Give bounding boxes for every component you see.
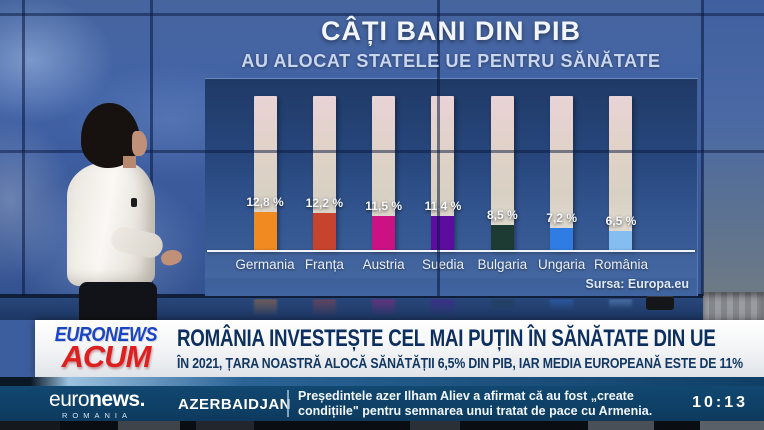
bar-reflections-layer (205, 299, 697, 320)
chart-title-block: CÂȚI BANI DIN PIB AU ALOCAT STATELE UE P… (205, 16, 697, 72)
bar-reflection (550, 299, 574, 310)
floor-reflection-patch (588, 421, 654, 430)
bar-column (253, 96, 277, 250)
bar-column (550, 96, 574, 250)
bar-fill-bulgaria (490, 224, 514, 250)
banner-divider-strip (0, 377, 764, 386)
bar-germania: 12,8 % (246, 96, 284, 250)
bar-column (312, 96, 336, 250)
chart-title: CÂȚI BANI DIN PIB (321, 16, 581, 46)
wall-seam-vertical (437, 0, 440, 296)
logo-wordmark: euronews. (22, 389, 172, 410)
bar-value-label: 12,8 % (246, 194, 284, 209)
chart-subtitle: AU ALOCAT STATELE UE PENTRU SĂNĂTATE (241, 51, 661, 71)
bar-ungaria: 7,2 % (546, 96, 577, 250)
euronews-romania-logo: euronews. ROMANIA (22, 389, 172, 420)
bar-reflection (372, 299, 396, 317)
bar-value-label: 7,2 % (546, 211, 577, 226)
bar-fill-austria (372, 215, 396, 250)
floor-reflection-patch (700, 421, 764, 430)
category-label-bulgaria: Bulgaria (477, 257, 528, 272)
lower-third-banner: EURONEWS ACUM ROMÂNIA INVESTEȘTE CEL MAI… (35, 320, 764, 377)
bar-românia: 6,5 % (606, 96, 636, 250)
ticker-separator (287, 390, 289, 417)
subheadline-text: ÎN 2021, ȚARA NOASTRĂ ALOCĂ SĂNĂTĂȚII 6,… (177, 355, 743, 372)
bar-reflection (490, 299, 514, 312)
category-label-suedia: Suedia (421, 257, 464, 272)
floor-reflection-patch (196, 421, 254, 430)
bar-reflection (609, 299, 633, 309)
bar-suedia: 11,4 % (425, 96, 461, 250)
logo-news: news. (89, 388, 145, 411)
presenter-hand (159, 247, 184, 268)
category-label-austria: Austria (362, 257, 405, 272)
news-presenter (55, 98, 185, 320)
ticker-category: AZERBAIDJAN (178, 396, 292, 413)
headline-block: ROMÂNIA INVESTEȘTE CEL MAI PUȚIN ÎN SĂNĂ… (177, 324, 764, 373)
wall-floor-seam (0, 294, 764, 298)
presenter-neck (123, 156, 136, 168)
chart-baseline (207, 250, 695, 252)
headline-text: ROMÂNIA INVESTEȘTE CEL MAI PUȚIN ÎN SĂNĂ… (177, 325, 716, 352)
presenter-blouse (67, 162, 155, 286)
bar-value-label: 8,5 % (486, 207, 518, 222)
bar-reflection (312, 299, 336, 317)
presenter-microphone (131, 198, 137, 207)
category-label-românia: România (593, 257, 648, 272)
bar-column (372, 96, 396, 250)
news-ticker: euronews. ROMANIA AZERBAIDJAN Președinte… (0, 386, 764, 421)
wall-seam-vertical (150, 0, 153, 296)
bar-austria: 11,5 % (365, 96, 402, 250)
logo-euro: euro (49, 388, 90, 411)
studio-floor-right (703, 292, 764, 320)
bar-value-label: 11,5 % (365, 198, 402, 213)
studio-wall-right-section (703, 0, 764, 292)
bar-column (490, 96, 514, 250)
badge-acum-label: ACUM (61, 339, 152, 374)
category-labels-layer: Germania Franța Austria Suedia Bulgaria Ungar… (205, 252, 697, 278)
ticker-news-line1: Președintele azer Ilham Aliev a afirmat … (298, 389, 634, 403)
bar-fill-românia (609, 230, 633, 250)
studio-floor-strip (0, 298, 703, 320)
category-label-franța: Franța (304, 257, 344, 272)
wall-seam-vertical (22, 0, 25, 296)
bar-value-label: 6,5 % (605, 213, 637, 228)
wall-seam-horizontal (0, 150, 764, 153)
ticker-news-line2: condițiile" pentru semnarea unui tratat … (298, 404, 653, 418)
bar-value-label: 11,4 % (424, 198, 462, 213)
floor-reflection-patch (118, 421, 180, 430)
bar-bulgaria: 8,5 % (487, 96, 518, 250)
floor-reflection-patch (410, 421, 460, 430)
euronews-acum-badge: EURONEWS ACUM (35, 325, 177, 372)
category-label-germania: Germania (235, 257, 295, 272)
floor-reflection-patch (0, 421, 60, 430)
bar-column (609, 96, 633, 250)
clock: 10:13 (692, 394, 748, 411)
bar-reflection (253, 299, 277, 317)
wall-seam-vertical (701, 0, 704, 296)
ticker-news-text: Președintele azer Ilham Aliev a afirmat … (298, 389, 652, 419)
category-label-ungaria: Ungaria (538, 257, 586, 272)
bar-fill-franța (312, 213, 336, 250)
bar-fill-germania (253, 211, 277, 250)
bar-fill-suedia (431, 215, 455, 250)
wall-seam-horizontal (0, 13, 764, 16)
studio-camera-object (646, 296, 674, 310)
bottom-floor-edge (0, 421, 764, 430)
logo-romania-label: ROMANIA (61, 411, 132, 420)
bar-fill-ungaria (550, 228, 574, 250)
chart-source: Sursa: Europa.eu (585, 277, 690, 291)
bar-reflection (431, 299, 455, 317)
presenter-pants (79, 282, 157, 320)
bar-chart: 12,8 % 12,2 % 11,5 % 11,4 % 8,5 % 7,2 % 6,5 % … (205, 78, 698, 296)
badge-euronews-label: EURONEWS (54, 324, 158, 346)
bar-value-label: 12,2 % (305, 196, 343, 211)
presenter-face (132, 131, 147, 156)
bar-franța: 12,2 % (306, 96, 343, 250)
